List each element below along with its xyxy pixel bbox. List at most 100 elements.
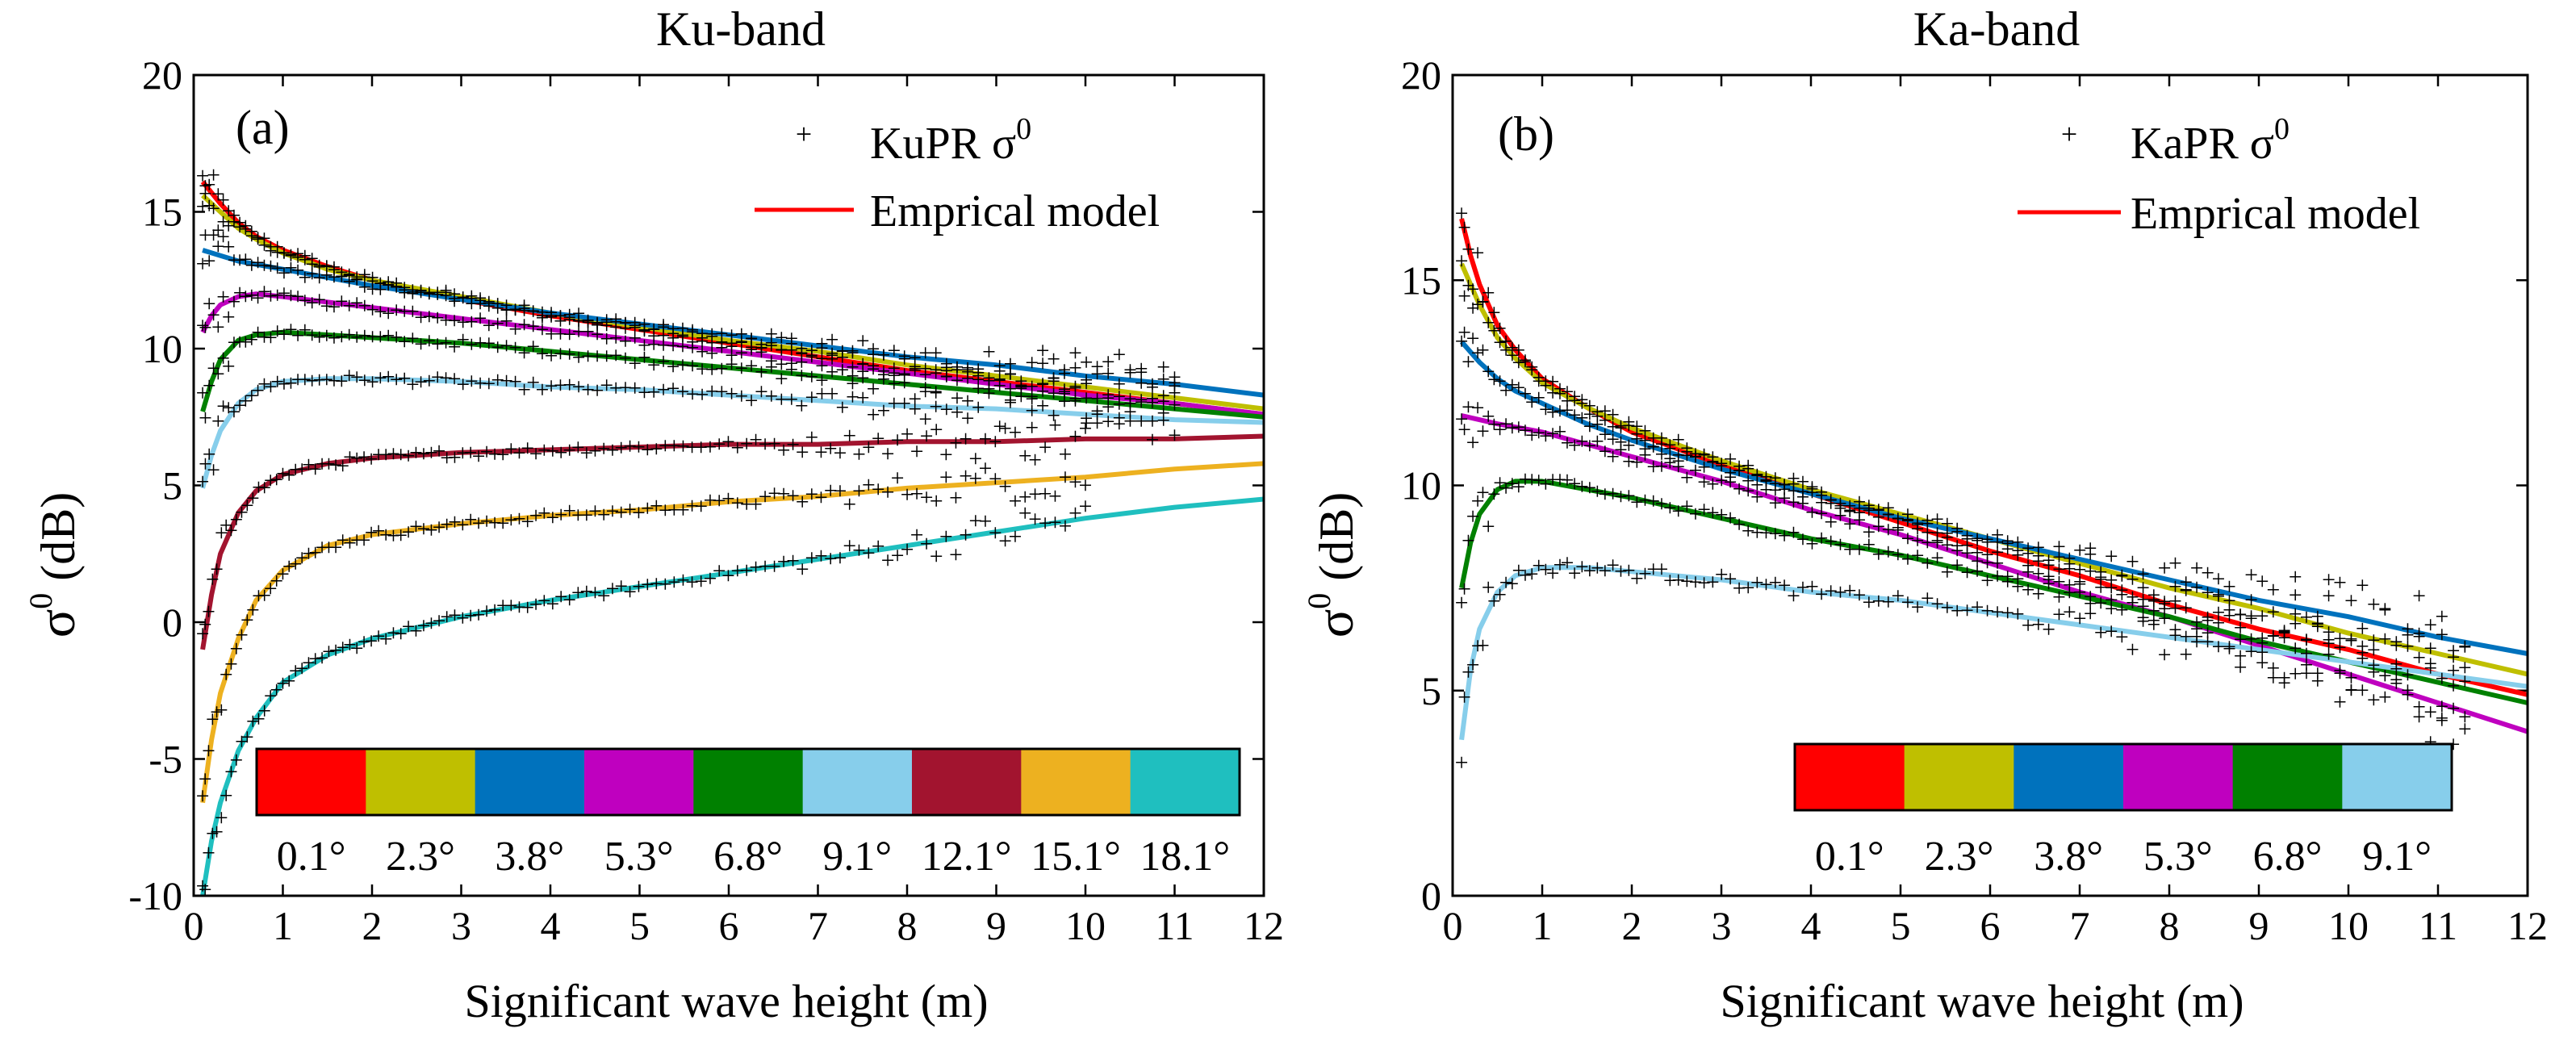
panel-b-point: + <box>1614 437 1628 463</box>
panel-a-point: + <box>1036 337 1050 364</box>
panel-a-point: + <box>207 162 220 189</box>
panel-a-point: + <box>1004 387 1018 414</box>
panel-b-x-tick-label: 4 <box>1801 903 1821 948</box>
panel-a-point: + <box>856 350 870 377</box>
panel-a-point: + <box>805 363 818 390</box>
panel-b-y-tick-label: 20 <box>1401 52 1441 98</box>
panel-b-point: + <box>1575 391 1589 417</box>
panel-b-point: + <box>2223 602 2236 629</box>
panel-b-point: + <box>2190 623 2204 650</box>
panel-b-point: + <box>1960 522 1974 549</box>
panel-a-point: + <box>777 437 791 464</box>
panel-a-point: + <box>222 395 236 421</box>
panel-b-x-tick-label: 9 <box>2249 903 2269 948</box>
panel-b-point: + <box>2447 644 2461 671</box>
panel-b-point: + <box>1466 325 1480 352</box>
panel-a-point: + <box>784 337 798 363</box>
panel-b-point: + <box>2390 667 2403 693</box>
panel-b-point: + <box>2356 616 2369 642</box>
panel-a-point: + <box>614 435 628 462</box>
panel-a-point: + <box>358 264 371 291</box>
panel-a-point: + <box>270 466 283 493</box>
panel-b-point: + <box>1843 511 1857 537</box>
panel-b-point: + <box>1575 428 1589 454</box>
panel-a-point: + <box>1145 427 1159 454</box>
panel-a-point: + <box>196 468 210 495</box>
panel-b-point: + <box>1824 508 1838 535</box>
panel-a-point: + <box>950 353 964 380</box>
panel-b-point: + <box>2158 591 2172 617</box>
panel-a-point: + <box>1102 349 1115 375</box>
panel-b-point: + <box>1561 397 1574 424</box>
panel-a-point: + <box>982 368 996 395</box>
panel-a-point: + <box>431 279 445 306</box>
panel-b-point: + <box>1457 283 1471 310</box>
panel-a-point: + <box>618 310 632 337</box>
panel-b-point: + <box>1715 450 1729 477</box>
panel-a-point: + <box>203 248 216 274</box>
panel-b-ylabel-sup: 0 <box>1301 593 1337 609</box>
panel-a-point: + <box>422 279 436 306</box>
panel-b-point: + <box>2115 577 2129 604</box>
panel-a-point: + <box>1048 412 1062 438</box>
panel-a-point: + <box>535 377 549 403</box>
panel-a-point: + <box>826 326 839 353</box>
panel-a-point: + <box>554 303 567 329</box>
panel-a-point: + <box>920 423 934 449</box>
panel-b-point: + <box>1787 466 1800 492</box>
panel-b-point: + <box>2244 603 2258 629</box>
panel-a-point: + <box>374 299 387 325</box>
panel-a-point: + <box>416 613 430 639</box>
panel-b-point: + <box>2201 607 2214 633</box>
panel-b-point: + <box>1921 520 1934 546</box>
panel-a-point: + <box>795 393 809 420</box>
panel-b-point: + <box>1971 528 1984 554</box>
panel-a-point: + <box>887 360 901 387</box>
panel-a-point: + <box>730 490 744 516</box>
panel-a-point: + <box>500 332 513 359</box>
panel-b-point: + <box>1891 505 1905 532</box>
panel-b-model-lines <box>1459 218 2528 741</box>
panel-a-point: + <box>805 344 818 370</box>
panel-b-x-tick-label: 2 <box>1622 903 1642 948</box>
panel-b-point: + <box>1518 381 1532 408</box>
panel-a-point: + <box>512 506 526 533</box>
panel-b-point: + <box>1724 464 1738 491</box>
panel-a-point: + <box>474 370 487 396</box>
panel-a-point: + <box>562 497 576 524</box>
panel-b-point: + <box>1471 340 1485 366</box>
panel-b-point: + <box>2011 537 2025 564</box>
panel-b-point: + <box>1525 422 1539 449</box>
panel-b-point: + <box>1591 399 1604 425</box>
panel-a-point: + <box>245 383 258 409</box>
panel-a-point: + <box>887 370 901 397</box>
panel-b-point: + <box>1724 460 1738 487</box>
panel-b-point: + <box>1733 512 1746 538</box>
panel-a-point: + <box>276 460 290 487</box>
panel-b-point: + <box>2266 577 2280 604</box>
panel-b-point: + <box>1960 533 1974 559</box>
panel-a-point: + <box>993 413 1006 440</box>
panel-a-point: + <box>456 512 470 538</box>
panel-b-point: + <box>1482 513 1495 540</box>
panel-b-point: + <box>1891 514 1905 541</box>
panel-a-point: + <box>448 288 462 315</box>
panel-a-point: + <box>1145 374 1159 400</box>
panel-a-point: + <box>685 492 699 519</box>
panel-a-point: + <box>316 645 329 671</box>
panel-a-point: + <box>500 307 513 334</box>
panel-a-point: + <box>562 587 576 613</box>
panel-a-point: + <box>210 818 224 845</box>
panel-b-point: + <box>2300 604 2314 631</box>
panel-b-point: + <box>1901 589 1914 616</box>
panel-a-point: + <box>456 309 470 336</box>
panel-a-point: + <box>211 217 225 244</box>
panel-b-point: + <box>1706 444 1720 470</box>
panel-a-point: + <box>199 315 212 341</box>
panel-a-point: + <box>305 290 319 316</box>
panel-a-point: + <box>546 437 559 464</box>
panel-a-point: + <box>366 276 379 303</box>
panel-a-point: + <box>562 341 576 368</box>
panel-a-point: + <box>1048 483 1062 510</box>
